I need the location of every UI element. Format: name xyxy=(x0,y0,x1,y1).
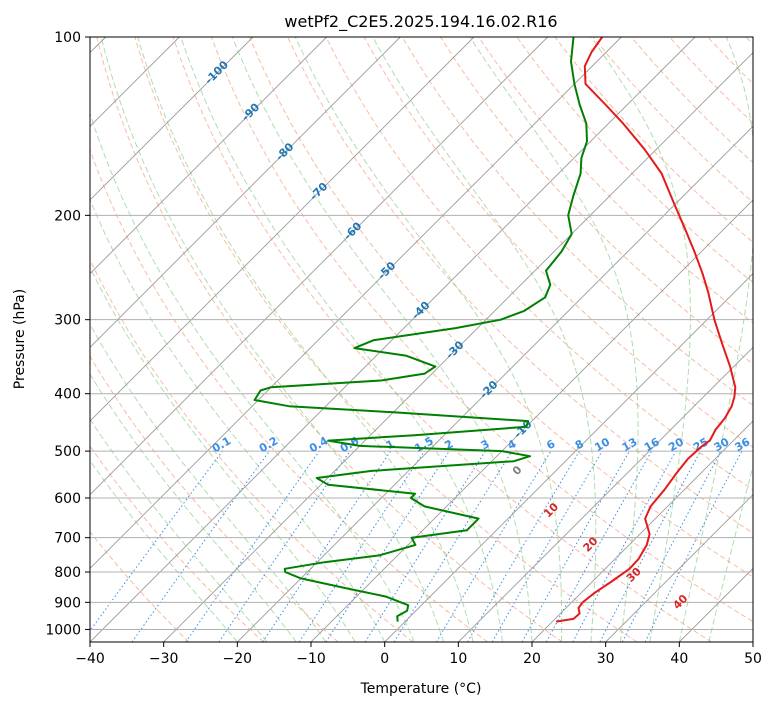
mixing-ratio-line xyxy=(644,450,743,642)
dry-adiabat-line xyxy=(325,37,753,491)
isotherm-line xyxy=(163,52,753,642)
moist-adiabat-line xyxy=(90,459,238,642)
x-tick-label: 10 xyxy=(449,651,467,667)
x-tick-label: −10 xyxy=(296,651,326,667)
x-tick-label: 30 xyxy=(597,651,615,667)
y-tick-label: 300 xyxy=(54,313,81,329)
isotherm-line xyxy=(531,420,753,642)
dry-adiabat-line xyxy=(90,355,339,642)
temperature-series-line xyxy=(555,37,737,623)
dry-adiabat-line xyxy=(90,148,488,642)
moist-adiabat-line xyxy=(100,37,445,642)
dry-adiabat-line xyxy=(516,37,753,284)
y-axis-label: Pressure (hPa) xyxy=(12,289,28,389)
dry-adiabat-line xyxy=(96,37,563,642)
moist-adiabat-line xyxy=(678,37,753,642)
moist-adiabats xyxy=(90,37,753,642)
mixing-ratio-line xyxy=(185,450,320,642)
moist-adiabat-line xyxy=(469,37,639,642)
mixing-ratio-line xyxy=(521,450,630,642)
moist-adiabat-line xyxy=(90,373,297,642)
isotherm-line xyxy=(90,37,548,496)
moist-adiabat-line xyxy=(90,418,268,642)
dewpoint-series-line xyxy=(253,37,588,622)
moist-adiabat-line xyxy=(90,266,356,642)
isotherm-line xyxy=(90,37,327,275)
moist-adiabat-line xyxy=(590,37,691,642)
mixing-ratio-line xyxy=(298,450,425,642)
mixing-ratio-line xyxy=(131,450,270,642)
dry-adiabat-line xyxy=(90,531,190,642)
x-tick-label: 50 xyxy=(744,651,762,667)
isotherms xyxy=(90,37,753,642)
dry-adiabat-line xyxy=(210,37,753,623)
x-tick-label: 20 xyxy=(523,651,541,667)
x-tick-label: 0 xyxy=(380,651,389,667)
mixing-ratio-line xyxy=(325,450,450,642)
isotherm-line xyxy=(90,37,696,642)
dry-adiabats xyxy=(90,37,753,642)
y-tick-label: 400 xyxy=(54,387,81,403)
isotherm-line xyxy=(90,37,622,569)
mixing-ratio-line xyxy=(545,450,653,642)
y-tick-label: 800 xyxy=(54,565,81,581)
x-tick-label: 40 xyxy=(670,651,688,667)
isotherm-line xyxy=(90,37,254,201)
mixing-ratio-line xyxy=(218,450,351,642)
moist-adiabat-line xyxy=(90,323,327,642)
moist-adiabat-line xyxy=(137,37,474,642)
moist-adiabat-line xyxy=(294,37,563,642)
dry-adiabat-line xyxy=(90,258,414,642)
pressure-gridlines xyxy=(90,37,753,630)
x-axis: −40 −30 −20 −10 0 10 20 30 40 50 xyxy=(75,642,762,667)
chart-title: wetPf2_C2E5.2025.194.16.02.R16 xyxy=(284,12,557,32)
plot-frame xyxy=(89,36,754,643)
isotherm-line xyxy=(458,346,753,642)
plot-area: -100-90-80-70-60-50-40-30-20-100.1 0.2 0.4… xyxy=(90,37,753,642)
isotherm-line xyxy=(605,494,753,642)
y-tick-label: 100 xyxy=(54,30,81,46)
y-tick-label: 500 xyxy=(54,444,81,460)
moist-adiabat-line xyxy=(231,37,533,642)
x-tick-label: −30 xyxy=(149,651,179,667)
x-tick-label: −40 xyxy=(75,651,105,667)
dry-adiabat-line xyxy=(172,37,712,642)
sounding-series xyxy=(253,37,737,623)
isotherm-line xyxy=(237,125,753,642)
mixing-ratio-line xyxy=(262,450,392,642)
moist-adiabat-line xyxy=(90,198,386,642)
dry-adiabat-line xyxy=(90,445,264,642)
y-tick-label: 1000 xyxy=(45,622,81,638)
y-tick-label: 200 xyxy=(54,208,81,224)
isotherm-line xyxy=(90,37,475,422)
x-axis-label: Temperature (°C) xyxy=(360,681,482,697)
moist-adiabat-line xyxy=(372,37,597,642)
dry-adiabat-line xyxy=(134,37,638,642)
dry-adiabat-line xyxy=(401,37,753,406)
y-tick-label: 700 xyxy=(54,531,81,547)
mixing-ratio-line xyxy=(90,450,223,632)
isotherm-line xyxy=(384,273,753,642)
isotherm-line xyxy=(90,37,401,348)
mixing-ratio-line xyxy=(572,450,677,642)
y-tick-label: 900 xyxy=(54,595,81,611)
mixing-ratio-line xyxy=(393,450,513,642)
dry-adiabat-line xyxy=(249,37,753,578)
y-tick-label: 600 xyxy=(54,491,81,507)
mixing-ratio-lines xyxy=(90,450,743,642)
y-axis: 1000 900 800 700 600 500 400 300 200 100 xyxy=(45,30,90,638)
moist-adiabat-line xyxy=(180,37,503,642)
dry-adiabat-line xyxy=(439,37,753,365)
isotherm-line xyxy=(310,199,753,642)
x-tick-label: −20 xyxy=(223,651,253,667)
